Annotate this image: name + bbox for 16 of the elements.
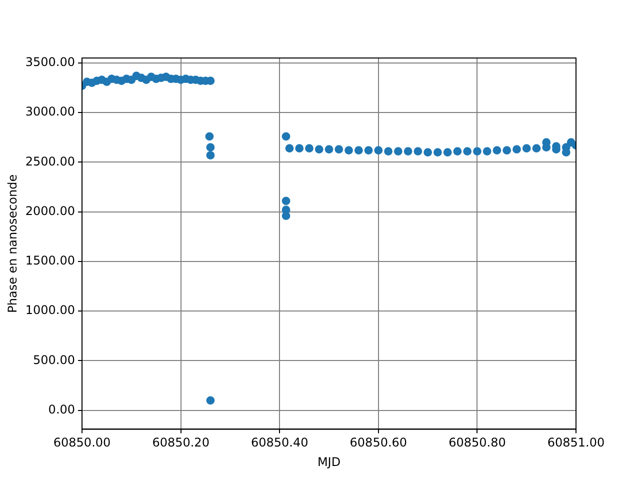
y-tick-label: 0.00 <box>48 402 76 416</box>
x-tick-label: 60850.00 <box>53 436 111 450</box>
y-tick-label: 500.00 <box>33 352 76 367</box>
y-tick-label: 1000.00 <box>25 303 76 318</box>
y-tick-label: 3000.00 <box>25 104 76 119</box>
x-tick-label: 60850.80 <box>448 436 506 450</box>
y-axis-title: Phase en nanoseconde <box>5 174 20 313</box>
y-tick-label: 2500.00 <box>25 154 76 168</box>
x-axis-title: MJD <box>317 454 341 469</box>
y-tick-label: 1500.00 <box>25 254 76 268</box>
y-tick-label: 3500.00 <box>25 55 76 70</box>
x-tick-label: 60850.40 <box>250 436 308 450</box>
x-tick-label: 60850.20 <box>152 436 210 450</box>
x-tick-label: 60850.60 <box>350 436 408 450</box>
y-tick-label: 2000.00 <box>25 204 76 218</box>
x-tick-label: 60851.00 <box>547 436 605 450</box>
